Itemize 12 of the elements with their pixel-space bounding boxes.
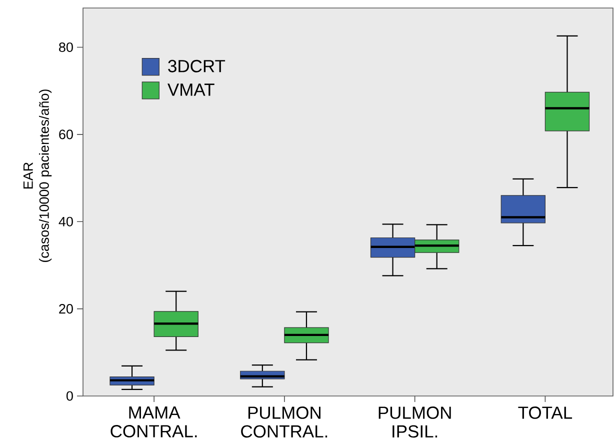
x-tick-label: PULMON IPSIL. bbox=[378, 406, 451, 438]
y-tick-label: 40 bbox=[58, 216, 73, 226]
x-tick-label: PULMON CONTRAL. bbox=[241, 406, 328, 438]
legend-label: 3DCRT bbox=[168, 60, 226, 72]
x-tick-label: TOTAL bbox=[518, 406, 572, 419]
x-tick-label: MAMA CONTRAL. bbox=[110, 406, 197, 438]
y-axis-title: EAR (casos/10000 pacientes/año) bbox=[24, 90, 52, 262]
legend-label: VMAT bbox=[168, 84, 214, 96]
y-tick-label: 20 bbox=[59, 304, 73, 314]
y-tick-label: 80 bbox=[59, 42, 73, 52]
y-tick-label: 60 bbox=[59, 130, 73, 140]
y-tick-label: 0 bbox=[66, 391, 73, 401]
